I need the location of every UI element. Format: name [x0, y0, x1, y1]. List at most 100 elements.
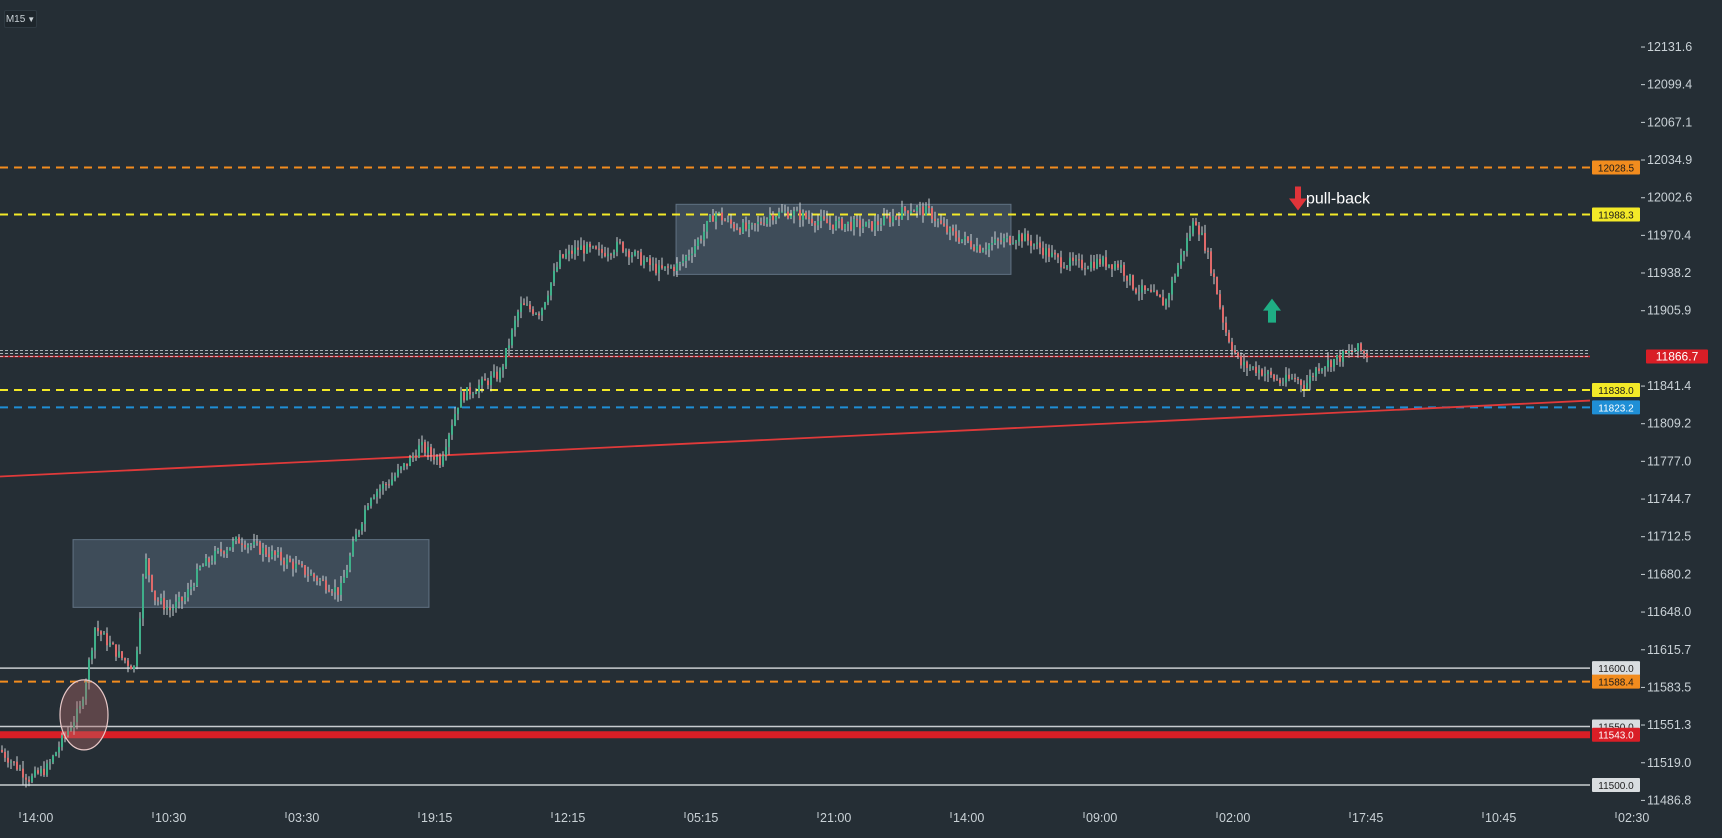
- candle-body: [937, 220, 939, 222]
- candle-body: [640, 252, 642, 265]
- candle-body: [646, 258, 648, 261]
- price-label-text: 11543.0: [1598, 731, 1634, 742]
- candle-body: [415, 455, 417, 458]
- candle-body: [625, 250, 627, 252]
- candle-body: [328, 589, 330, 592]
- candle-body: [616, 241, 618, 253]
- candle-body: [355, 534, 357, 542]
- candle-body: [997, 239, 999, 241]
- candle-body: [1255, 366, 1257, 374]
- candle-body: [958, 237, 960, 242]
- candle-body: [205, 558, 207, 566]
- candle-body: [490, 375, 492, 386]
- candle-body: [760, 221, 762, 224]
- candle-body: [547, 295, 549, 303]
- candle-body: [400, 466, 402, 470]
- x-tick-label: 10:30: [155, 811, 186, 825]
- candle-body: [991, 242, 993, 245]
- candle-body: [553, 270, 555, 283]
- consolidation-zone: [675, 203, 1012, 275]
- candle-body: [1039, 242, 1041, 248]
- candle-body: [82, 699, 84, 707]
- price-label-text: 11500.0: [1598, 781, 1634, 792]
- candle-body: [1054, 252, 1056, 255]
- candle-body: [283, 560, 285, 565]
- price-labels-layer: 12028.5 11988.3 11866.7 11838.0 11823.2 11600…: [1592, 160, 1708, 792]
- candle-body: [481, 378, 483, 386]
- candle-body: [793, 210, 795, 216]
- candle-body: [304, 565, 306, 575]
- candle-body: [61, 735, 63, 748]
- candle-body: [73, 722, 75, 728]
- candle-body: [763, 223, 765, 225]
- candle-body: [769, 214, 771, 219]
- candle-body: [916, 207, 918, 212]
- candle-body: [502, 366, 504, 371]
- candle-body: [1222, 307, 1224, 323]
- candle-body: [79, 706, 81, 709]
- candle-body: [844, 224, 846, 230]
- y-tick-label: 11841.4: [1647, 379, 1691, 393]
- candle-body: [772, 214, 774, 221]
- candle-body: [559, 254, 561, 268]
- candle-body: [1273, 374, 1275, 380]
- candle-body: [25, 777, 27, 780]
- candle-body: [964, 236, 966, 240]
- candle-body: [1237, 352, 1239, 357]
- candle-body: [1243, 361, 1245, 366]
- candle-body: [1216, 276, 1218, 295]
- annotations-layer: pull-back: [59, 186, 1371, 751]
- candle-body: [892, 216, 894, 223]
- candle-body: [880, 224, 882, 226]
- candle-body: [730, 219, 732, 224]
- y-tick-label: 11680.2: [1647, 567, 1691, 581]
- candle-body: [658, 265, 660, 274]
- candle-body: [694, 246, 696, 254]
- candle-body: [1117, 263, 1119, 268]
- candle-body: [718, 212, 720, 214]
- candle-body: [946, 225, 948, 233]
- candle-body: [217, 549, 219, 551]
- candle-body: [787, 211, 789, 219]
- y-tick-label: 11809.2: [1647, 417, 1691, 431]
- candle-body: [310, 573, 312, 576]
- candle-body: [691, 253, 693, 256]
- candle-body: [1147, 289, 1149, 291]
- candle-body: [784, 211, 786, 213]
- candle-body: [430, 446, 432, 455]
- candle-body: [1348, 350, 1350, 353]
- candle-body: [496, 371, 498, 380]
- candle-body: [1111, 264, 1113, 270]
- candle-body: [1297, 379, 1299, 381]
- candle-body: [388, 484, 390, 486]
- candle-body: [853, 219, 855, 230]
- candle-body: [832, 224, 834, 230]
- candle-body: [259, 542, 261, 554]
- candle-body: [211, 561, 213, 563]
- candle-body: [1330, 360, 1332, 368]
- candle-body: [106, 633, 108, 646]
- candle-body: [1339, 355, 1341, 362]
- price-label-text: 11600.0: [1598, 664, 1634, 675]
- candle-body: [1087, 268, 1089, 270]
- candle-body: [898, 216, 900, 220]
- candle-body: [940, 220, 942, 224]
- price-label-bg: [1592, 400, 1640, 415]
- candle-body: [463, 392, 465, 401]
- candle-body: [1285, 374, 1287, 383]
- candle-body: [754, 223, 756, 225]
- candle-body: [445, 447, 447, 456]
- candle-body: [232, 540, 234, 548]
- candle-body: [901, 207, 903, 220]
- candle-body: [1294, 377, 1296, 380]
- candle-body: [1120, 264, 1122, 268]
- candle-body: [145, 558, 147, 577]
- candle-body: [130, 665, 132, 670]
- candle-body: [379, 488, 381, 492]
- candle-body: [826, 218, 828, 224]
- candle-body: [457, 407, 459, 415]
- timeframe-selector[interactable]: M15 ▼: [4, 10, 37, 28]
- candle-body: [1231, 341, 1233, 351]
- candle-body: [682, 260, 684, 263]
